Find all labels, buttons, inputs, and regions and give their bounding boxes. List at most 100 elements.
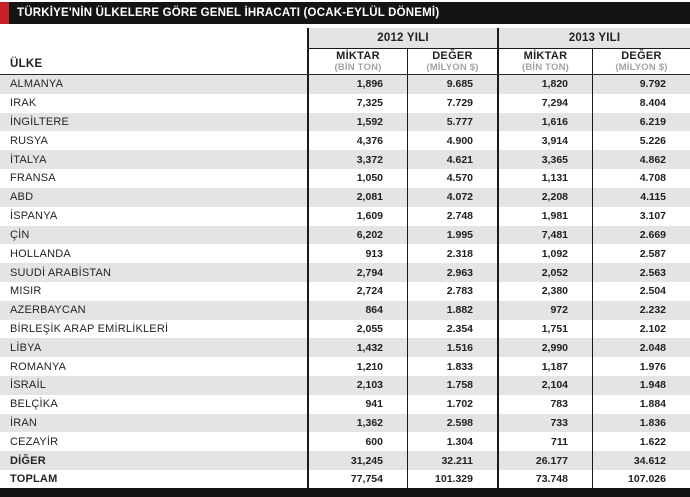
value-cell-miktar-2013: 711 bbox=[497, 432, 592, 452]
table-row: İNGİLTERE 1,592 5.777 1,616 6.219 bbox=[0, 112, 690, 132]
table-row: CEZAYİR 600 1.304 711 1.622 bbox=[0, 432, 690, 452]
value-cell-miktar-2013: 73.748 bbox=[497, 470, 592, 489]
column-header-unit: (BİN TON) bbox=[521, 61, 569, 73]
country-cell: CEZAYİR bbox=[10, 435, 59, 448]
country-cell: ALMANYA bbox=[10, 78, 64, 91]
country-cell: MISIR bbox=[10, 285, 42, 298]
value-cell-miktar-2012: 4,376 bbox=[307, 131, 407, 151]
column-header-country: ÜLKE bbox=[10, 58, 43, 70]
table-row: ROMANYA 1,210 1.833 1,187 1.976 bbox=[0, 357, 690, 376]
value-cell-miktar-2013: 1,981 bbox=[497, 206, 592, 226]
country-cell: BİRLEŞİK ARAP EMİRLİKLERİ bbox=[10, 322, 169, 335]
value-cell-miktar-2012: 7,325 bbox=[307, 93, 407, 113]
value-cell-deger-2013: 4.708 bbox=[592, 169, 690, 188]
value-cell-miktar-2012: 1,896 bbox=[307, 75, 407, 94]
value-cell-deger-2013: 1.884 bbox=[592, 394, 690, 414]
value-cell-deger-2012: 1.882 bbox=[407, 300, 497, 320]
value-cell-deger-2012: 4.621 bbox=[407, 150, 497, 170]
country-cell: BELÇİKA bbox=[10, 398, 58, 411]
value-cell-deger-2012: 7.729 bbox=[407, 93, 497, 113]
country-cell: DİĞER bbox=[10, 454, 46, 467]
value-cell-deger-2013: 1.836 bbox=[592, 413, 690, 433]
column-header-deger-2013: DEĞER (MİLYON $) bbox=[592, 49, 690, 74]
year-header-row: 2012 YILI 2013 YILI bbox=[0, 28, 690, 49]
column-header-miktar-2013: MİKTAR (BİN TON) bbox=[497, 49, 592, 74]
value-cell-miktar-2012: 2,794 bbox=[307, 263, 407, 282]
value-cell-deger-2012: 1.758 bbox=[407, 376, 497, 395]
country-cell: IRAK bbox=[10, 97, 37, 110]
value-cell-deger-2013: 2.102 bbox=[592, 319, 690, 339]
table-row: LİBYA 1,432 1.516 2,990 2.048 bbox=[0, 338, 690, 358]
country-cell: HOLLANDA bbox=[10, 247, 71, 260]
value-cell-miktar-2012: 913 bbox=[307, 244, 407, 264]
value-cell-miktar-2013: 1,131 bbox=[497, 169, 592, 188]
value-cell-miktar-2012: 2,724 bbox=[307, 281, 407, 301]
table-row: HOLLANDA 913 2.318 1,092 2.587 bbox=[0, 244, 690, 264]
value-cell-miktar-2013: 1,820 bbox=[497, 75, 592, 94]
table-row: İSPANYA 1,609 2.748 1,981 3.107 bbox=[0, 206, 690, 226]
table-row: AZERBAYCAN 864 1.882 972 2.232 bbox=[0, 300, 690, 320]
value-cell-miktar-2012: 1,362 bbox=[307, 413, 407, 433]
value-cell-deger-2012: 2.318 bbox=[407, 244, 497, 264]
table-row: TOPLAM 77,754 101.329 73.748 107.026 bbox=[0, 470, 690, 489]
value-cell-miktar-2012: 2,081 bbox=[307, 187, 407, 207]
value-cell-miktar-2013: 1,187 bbox=[497, 357, 592, 376]
value-cell-miktar-2013: 1,616 bbox=[497, 112, 592, 132]
value-cell-miktar-2013: 7,481 bbox=[497, 225, 592, 245]
year-header-2013: 2013 YILI bbox=[497, 28, 690, 49]
title-bar: TÜRKİYE'NİN ÜLKELERE GÖRE GENEL İHRACATI… bbox=[0, 2, 690, 24]
value-cell-deger-2012: 4.570 bbox=[407, 169, 497, 188]
country-cell: İSPANYA bbox=[10, 210, 58, 223]
value-cell-deger-2013: 107.026 bbox=[592, 470, 690, 489]
table-row: ALMANYA 1,896 9.685 1,820 9.792 bbox=[0, 75, 690, 94]
value-cell-miktar-2013: 26.177 bbox=[497, 451, 592, 471]
value-cell-miktar-2013: 2,990 bbox=[497, 338, 592, 358]
country-cell: FRANSA bbox=[10, 172, 56, 185]
country-cell: RUSYA bbox=[10, 134, 49, 147]
table-row: ABD 2,081 4.072 2,208 4.115 bbox=[0, 187, 690, 207]
country-cell: İRAN bbox=[10, 417, 38, 430]
value-cell-deger-2012: 1.995 bbox=[407, 225, 497, 245]
table-row: MISIR 2,724 2.783 2,380 2.504 bbox=[0, 281, 690, 301]
value-cell-miktar-2013: 2,380 bbox=[497, 281, 592, 301]
table-row: BİRLEŞİK ARAP EMİRLİKLERİ 2,055 2.354 1,… bbox=[0, 319, 690, 339]
value-cell-miktar-2013: 1,092 bbox=[497, 244, 592, 264]
value-cell-deger-2013: 5.226 bbox=[592, 131, 690, 151]
value-cell-deger-2012: 101.329 bbox=[407, 470, 497, 489]
value-cell-deger-2012: 2.748 bbox=[407, 206, 497, 226]
red-accent-strip bbox=[0, 2, 9, 24]
value-cell-deger-2012: 32.211 bbox=[407, 451, 497, 471]
table-row: DİĞER 31,245 32.211 26.177 34.612 bbox=[0, 451, 690, 471]
value-cell-deger-2013: 34.612 bbox=[592, 451, 690, 471]
table-body: ALMANYA 1,896 9.685 1,820 9.792 IRAK 7,3… bbox=[0, 75, 690, 489]
value-cell-miktar-2012: 3,372 bbox=[307, 150, 407, 170]
year-header-2012: 2012 YILI bbox=[307, 28, 497, 49]
value-cell-deger-2012: 1.304 bbox=[407, 432, 497, 452]
value-cell-deger-2013: 2.669 bbox=[592, 225, 690, 245]
value-cell-deger-2013: 8.404 bbox=[592, 93, 690, 113]
table-row: İRAN 1,362 2.598 733 1.836 bbox=[0, 413, 690, 433]
value-cell-miktar-2013: 1,751 bbox=[497, 319, 592, 339]
value-cell-deger-2013: 4.862 bbox=[592, 150, 690, 170]
page-title: TÜRKİYE'NİN ÜLKELERE GÖRE GENEL İHRACATI… bbox=[17, 7, 440, 19]
column-header-main: DEĞER bbox=[621, 50, 662, 63]
value-cell-deger-2013: 2.563 bbox=[592, 263, 690, 282]
value-cell-deger-2012: 2.598 bbox=[407, 413, 497, 433]
value-cell-deger-2013: 1.622 bbox=[592, 432, 690, 452]
column-header-miktar-2012: MİKTAR (BİN TON) bbox=[307, 49, 407, 74]
column-header-main: MİKTAR bbox=[336, 50, 380, 63]
value-cell-deger-2013: 6.219 bbox=[592, 112, 690, 132]
column-header-unit: (BİN TON) bbox=[334, 61, 382, 73]
value-cell-miktar-2013: 2,104 bbox=[497, 376, 592, 395]
value-cell-deger-2012: 5.777 bbox=[407, 112, 497, 132]
value-cell-deger-2013: 1.976 bbox=[592, 357, 690, 376]
country-cell: AZERBAYCAN bbox=[10, 304, 86, 317]
value-cell-miktar-2013: 7,294 bbox=[497, 93, 592, 113]
country-cell: ÇİN bbox=[10, 228, 30, 241]
value-cell-miktar-2012: 1,432 bbox=[307, 338, 407, 358]
table-row: İTALYA 3,372 4.621 3,365 4.862 bbox=[0, 150, 690, 170]
value-cell-deger-2012: 1.702 bbox=[407, 394, 497, 414]
value-cell-miktar-2013: 783 bbox=[497, 394, 592, 414]
value-cell-deger-2012: 4.900 bbox=[407, 131, 497, 151]
value-cell-miktar-2012: 1,609 bbox=[307, 206, 407, 226]
